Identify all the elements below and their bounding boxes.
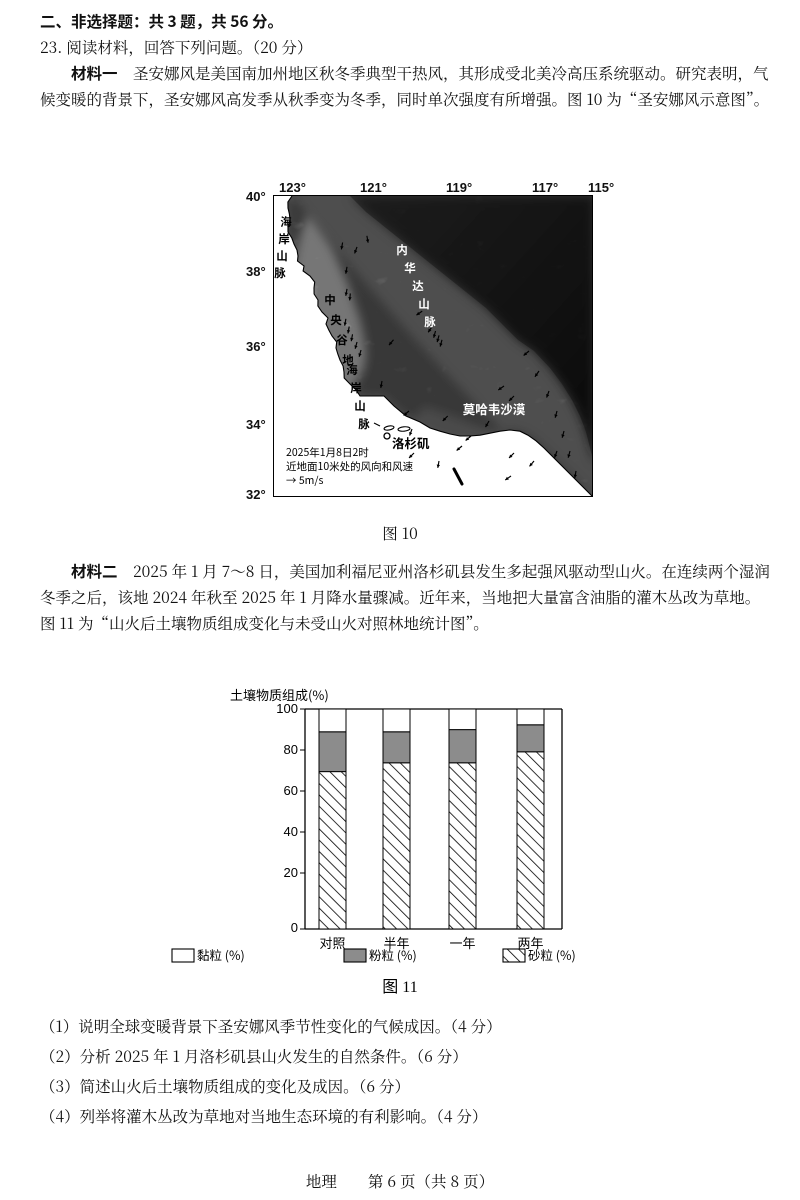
svg-text:脉: 脉 <box>274 265 286 281</box>
svg-text:中: 中 <box>324 292 336 308</box>
svg-text:图 11: 图 11 <box>382 979 417 996</box>
svg-text:华: 华 <box>404 260 416 276</box>
svg-text:60: 60 <box>284 783 298 798</box>
svg-text:谷: 谷 <box>336 332 348 348</box>
svg-text:40: 40 <box>284 824 298 839</box>
svg-text:脉: 脉 <box>358 416 370 432</box>
svg-text:黏粒 (%): 黏粒 (%) <box>197 945 245 964</box>
svg-text:海: 海 <box>280 214 292 230</box>
svg-text:砂粒 (%): 砂粒 (%) <box>528 945 576 964</box>
svg-text:100: 100 <box>276 701 298 716</box>
svg-text:洛杉矶: 洛杉矶 <box>392 433 430 452</box>
svg-text:山: 山 <box>276 248 288 264</box>
svg-text:央: 央 <box>330 312 342 328</box>
svg-text:2025年1月8日2时: 2025年1月8日2时 <box>286 445 369 460</box>
svg-text:岸: 岸 <box>278 231 290 247</box>
svg-text:内: 内 <box>396 242 408 258</box>
svg-text:一年: 一年 <box>449 933 475 952</box>
svg-text:近地面10米处的风向和风速: 近地面10米处的风向和风速 <box>286 459 414 474</box>
svg-text:对照: 对照 <box>319 933 345 952</box>
svg-text:海: 海 <box>346 362 358 378</box>
svg-text:0: 0 <box>291 920 298 935</box>
svg-text:80: 80 <box>284 742 298 757</box>
svg-text:脉: 脉 <box>424 314 436 330</box>
svg-text:达: 达 <box>412 278 424 294</box>
svg-text:20: 20 <box>284 865 298 880</box>
svg-text:岸: 岸 <box>350 380 362 396</box>
svg-text:山: 山 <box>354 398 366 414</box>
svg-text:→ 5m/s: → 5m/s <box>286 473 324 488</box>
svg-text:粉粒 (%): 粉粒 (%) <box>369 945 417 964</box>
svg-text:山: 山 <box>418 296 430 312</box>
svg-text:莫哈韦沙漠: 莫哈韦沙漠 <box>463 399 526 418</box>
